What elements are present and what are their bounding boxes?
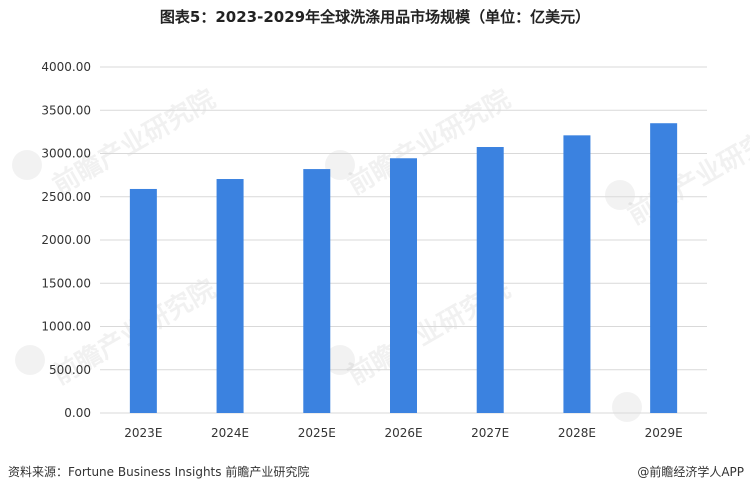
y-tick-label: 4000.00 — [41, 60, 91, 74]
bar-2023E — [129, 188, 157, 413]
y-tick-label: 0.00 — [64, 406, 91, 420]
x-tick-label: 2025E — [298, 426, 336, 440]
x-tick-label: 2023E — [124, 426, 162, 440]
x-tick-label: 2029E — [645, 426, 683, 440]
brand-credit: @前瞻经济学人APP — [637, 465, 744, 479]
bar-2025E — [303, 169, 331, 413]
x-tick-label: 2026E — [384, 426, 422, 440]
bar-2029E — [650, 123, 678, 413]
y-tick-label: 2000.00 — [41, 233, 91, 247]
y-tick-label: 500.00 — [49, 363, 91, 377]
bar-2028E — [563, 135, 591, 413]
bar-2026E — [390, 158, 417, 413]
x-tick-label: 2024E — [211, 426, 249, 440]
bar-2027E — [476, 147, 504, 413]
x-axis-tick-labels: 2023E 2024E 2025E 2026E 2027E 2028E 2029E — [124, 426, 682, 440]
source-note: 资料来源：Fortune Business Insights 前瞻产业研究院 — [8, 465, 310, 479]
y-tick-label: 3500.00 — [41, 103, 91, 117]
chart-title: 图表5：2023-2029年全球洗涤用品市场规模（单位：亿美元） — [159, 8, 591, 26]
y-tick-label: 1500.00 — [41, 276, 91, 290]
y-axis-tick-labels: 0.00 500.00 1000.00 1500.00 2000.00 2500.00 30… — [41, 60, 91, 420]
bar-2024E — [216, 179, 244, 413]
y-tick-label: 3000.00 — [41, 147, 91, 161]
y-tick-label: 1000.00 — [41, 320, 91, 334]
bars — [129, 123, 678, 413]
y-tick-label: 2500.00 — [41, 190, 91, 204]
x-tick-label: 2028E — [558, 426, 596, 440]
x-tick-label: 2027E — [471, 426, 509, 440]
